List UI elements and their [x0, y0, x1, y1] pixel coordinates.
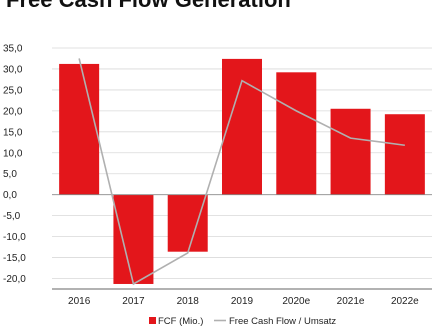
- legend-bar-swatch: [149, 317, 156, 324]
- ratio-line-group: [78, 58, 405, 286]
- bar-2022e: [384, 114, 425, 195]
- x-tick-label: 2021e: [337, 296, 365, 307]
- bar-2018: [167, 194, 208, 252]
- y-tick-label: 5,0: [3, 169, 17, 180]
- bar-2021e: [330, 108, 371, 195]
- y-tick-label: 25,0: [3, 85, 23, 96]
- x-tick-label: 2018: [177, 296, 200, 307]
- x-tick-label: 2020e: [282, 296, 310, 307]
- y-tick-label: -10,0: [3, 232, 26, 243]
- x-axis-ticks: 2016 2017 2018 2019 2020e 2021e 2022e: [52, 288, 432, 307]
- bar-2016: [59, 63, 100, 195]
- legend-line-label: Free Cash Flow / Umsatz: [229, 316, 336, 327]
- y-tick-label: -20,0: [3, 274, 26, 285]
- y-tick-label: 15,0: [3, 127, 23, 138]
- y-tick-label: 0,0: [3, 190, 17, 201]
- legend: FCF (Mio.) Free Cash Flow / Umsatz: [149, 316, 336, 327]
- bar-2020e: [276, 72, 317, 195]
- y-tick-label: -15,0: [3, 253, 26, 264]
- x-tick-label: 2019: [231, 296, 254, 307]
- chart-title: Free Cash Flow Generation: [6, 0, 291, 13]
- bars: [59, 58, 425, 284]
- y-tick-label: -5,0: [3, 211, 21, 222]
- y-tick-label: 20,0: [3, 106, 23, 117]
- ratio-line: [78, 58, 405, 286]
- y-tick-label: 35,0: [3, 44, 23, 55]
- y-axis-ticks: 35,0 30,0 25,0 20,0 15,0 10,0 5,0 0,0 -5,0 -10,0 -…: [3, 44, 26, 286]
- legend-bar-label: FCF (Mio.): [158, 316, 203, 327]
- y-tick-label: 30,0: [3, 64, 23, 75]
- bar-2017: [113, 194, 154, 284]
- y-tick-label: 10,0: [3, 148, 23, 159]
- x-tick-label: 2017: [122, 296, 145, 307]
- x-tick-label: 2022e: [391, 296, 419, 307]
- x-tick-label: 2016: [68, 296, 91, 307]
